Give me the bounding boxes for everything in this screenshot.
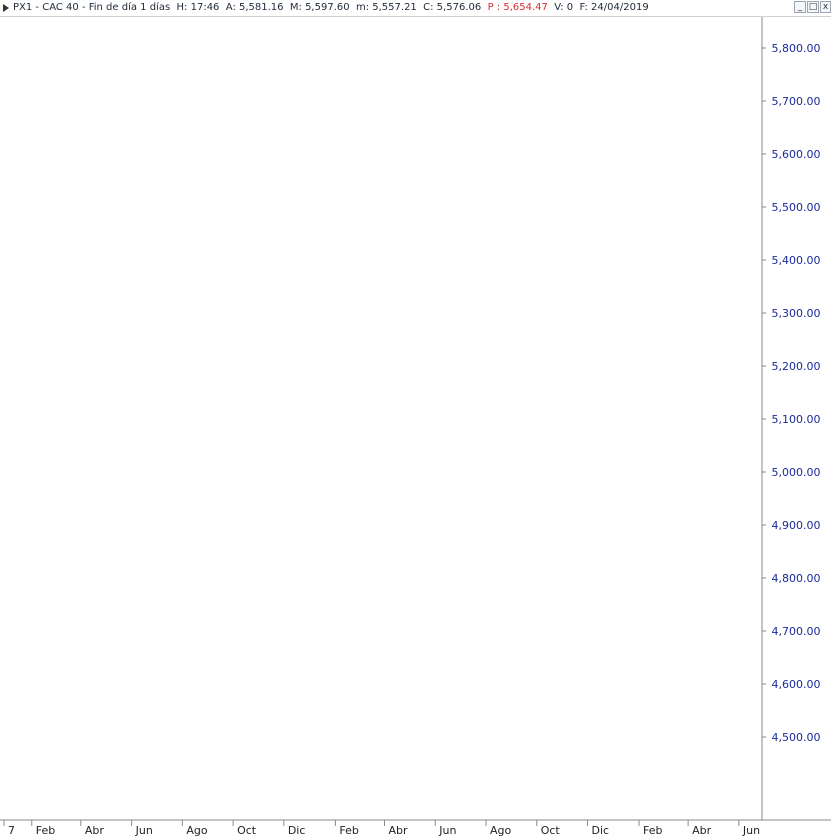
x-tick-label: Feb [339, 824, 358, 837]
x-tick-label: Oct [541, 824, 561, 837]
y-tick-label: 4,500.00 [772, 731, 821, 744]
p-readout: P : 5,654.47 [487, 2, 548, 13]
y-tick-label: 5,700.00 [772, 95, 821, 108]
price-chart[interactable]: 5656.55 4,500.004,600.004,700.004,800.00… [0, 17, 831, 838]
x-tick-label: Jun [438, 824, 456, 837]
x-tick-label: Dic [288, 824, 306, 837]
x-tick-label: Oct [237, 824, 257, 837]
plot-background [0, 17, 831, 838]
y-tick-label: 5,200.00 [772, 360, 821, 373]
x-tick-label: Jun [135, 824, 153, 837]
x-tick-label: Abr [692, 824, 712, 837]
high-readout: H: 17:46 [176, 2, 220, 13]
x-tick-label: Abr [388, 824, 408, 837]
close-readout: C: 5,576.06 [423, 2, 482, 13]
period-label: Fin de día 1 días [88, 2, 171, 13]
y-tick-label: 5,300.00 [772, 307, 821, 320]
y-tick-label: 5,100.00 [772, 413, 821, 426]
x-tick-label: 7 [8, 824, 15, 837]
y-tick-label: 4,600.00 [772, 678, 821, 691]
y-tick-label: 5,800.00 [772, 42, 821, 55]
y-tick-label: 4,800.00 [772, 572, 821, 585]
close-button[interactable]: x [820, 1, 831, 13]
x-tick-label: Feb [643, 824, 662, 837]
chart-info-bar: PX1 - CAC 40 - Fin de día 1 días H: 17:4… [13, 2, 649, 13]
y-tick-label: 5,400.00 [772, 254, 821, 267]
x-tick-label: Ago [490, 824, 512, 837]
x-tick-label: Feb [36, 824, 55, 837]
volume-readout: V: 0 [554, 2, 574, 13]
maximize-button[interactable]: □ [807, 1, 819, 13]
minimize-button[interactable]: _ [794, 1, 806, 13]
x-tick-label: Abr [85, 824, 105, 837]
y-tick-label: 5,000.00 [772, 466, 821, 479]
y-tick-label: 4,900.00 [772, 519, 821, 532]
chart-header: PX1 - CAC 40 - Fin de día 1 días H: 17:4… [0, 0, 831, 17]
x-tick-label: Jun [742, 824, 760, 837]
y-tick-label: 5,600.00 [772, 148, 821, 161]
y-tick-label: 4,700.00 [772, 625, 821, 638]
date-readout: F: 24/04/2019 [579, 2, 649, 13]
ask-readout: A: 5,581.16 [225, 2, 284, 13]
instrument-name: CAC 40 [42, 2, 79, 13]
y-tick-label: 5,500.00 [772, 201, 821, 214]
axes-layer: 4,500.00 4,600.00 4,700.00 4,800.00 4,900.00… [0, 17, 831, 838]
chart-menu-arrow-icon[interactable] [3, 4, 9, 12]
x-tick-label: Ago [186, 824, 208, 837]
max-readout: M: 5,597.60 [289, 2, 350, 13]
x-tick-label: Dic [591, 824, 609, 837]
symbol-label: PX1 [13, 2, 33, 13]
min-readout: m: 5,557.21 [355, 2, 417, 13]
